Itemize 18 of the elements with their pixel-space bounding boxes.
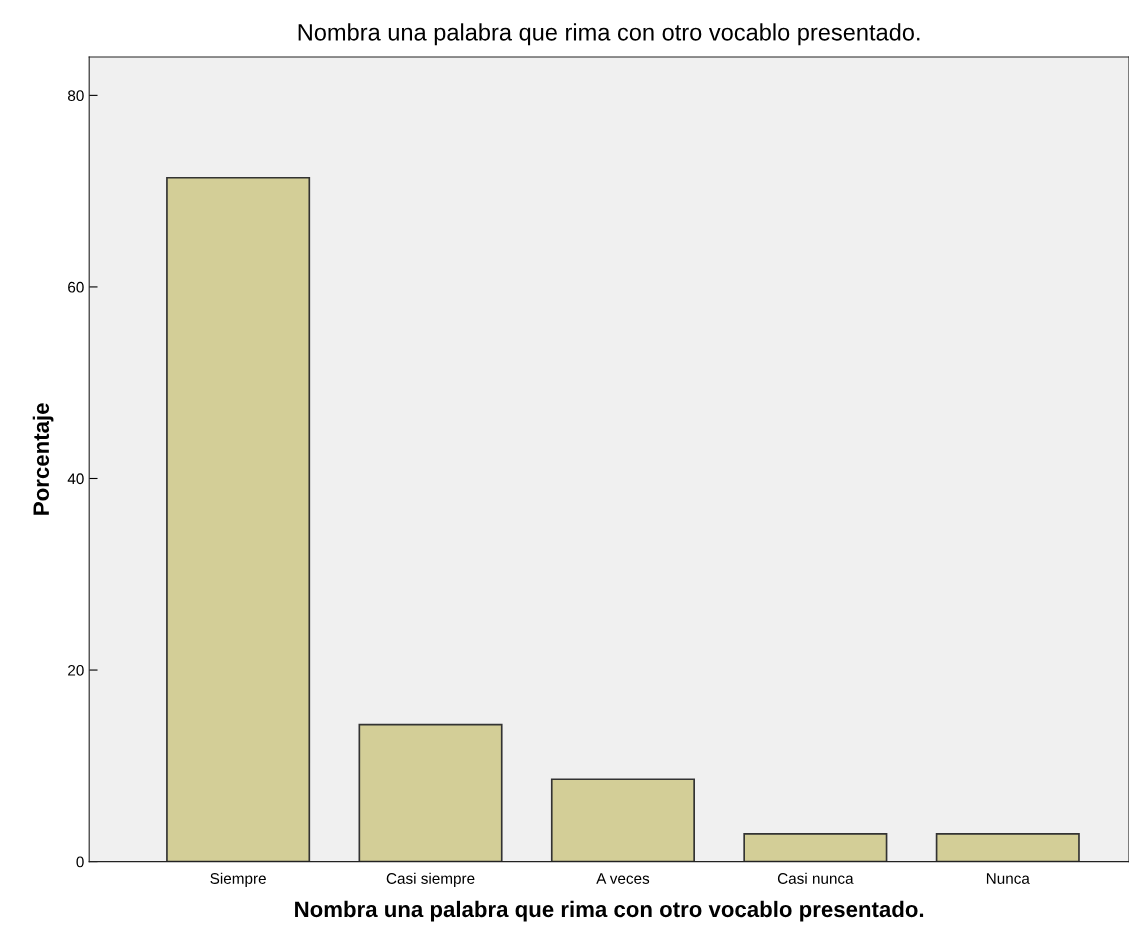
y-tick-label: 0 — [76, 856, 84, 868]
bar — [743, 832, 888, 862]
x-tick-label: Casi siempre — [386, 872, 475, 887]
y-tick-label: 40 — [67, 473, 84, 485]
bar — [935, 832, 1080, 862]
bar — [166, 176, 311, 862]
bar — [358, 723, 503, 862]
y-tick-label: 80 — [68, 90, 84, 102]
x-axis-title: Nombra una palabra que rima con otro vocablo presentado. — [295, 900, 924, 922]
y-axis-title: Porcentaje — [32, 403, 54, 515]
x-tick-label: Casi nunca — [777, 872, 854, 884]
y-tick-label: 60 — [68, 281, 84, 293]
x-tick-label: Nunca — [986, 873, 1030, 884]
x-tick-label: A veces — [596, 873, 650, 884]
bar — [550, 778, 695, 862]
x-tick-label: Siempre — [210, 872, 266, 887]
chart-title: Nombra una palabra que rima con otro vocablo presentado. — [298, 23, 920, 46]
y-tick-label: 20 — [68, 664, 84, 676]
